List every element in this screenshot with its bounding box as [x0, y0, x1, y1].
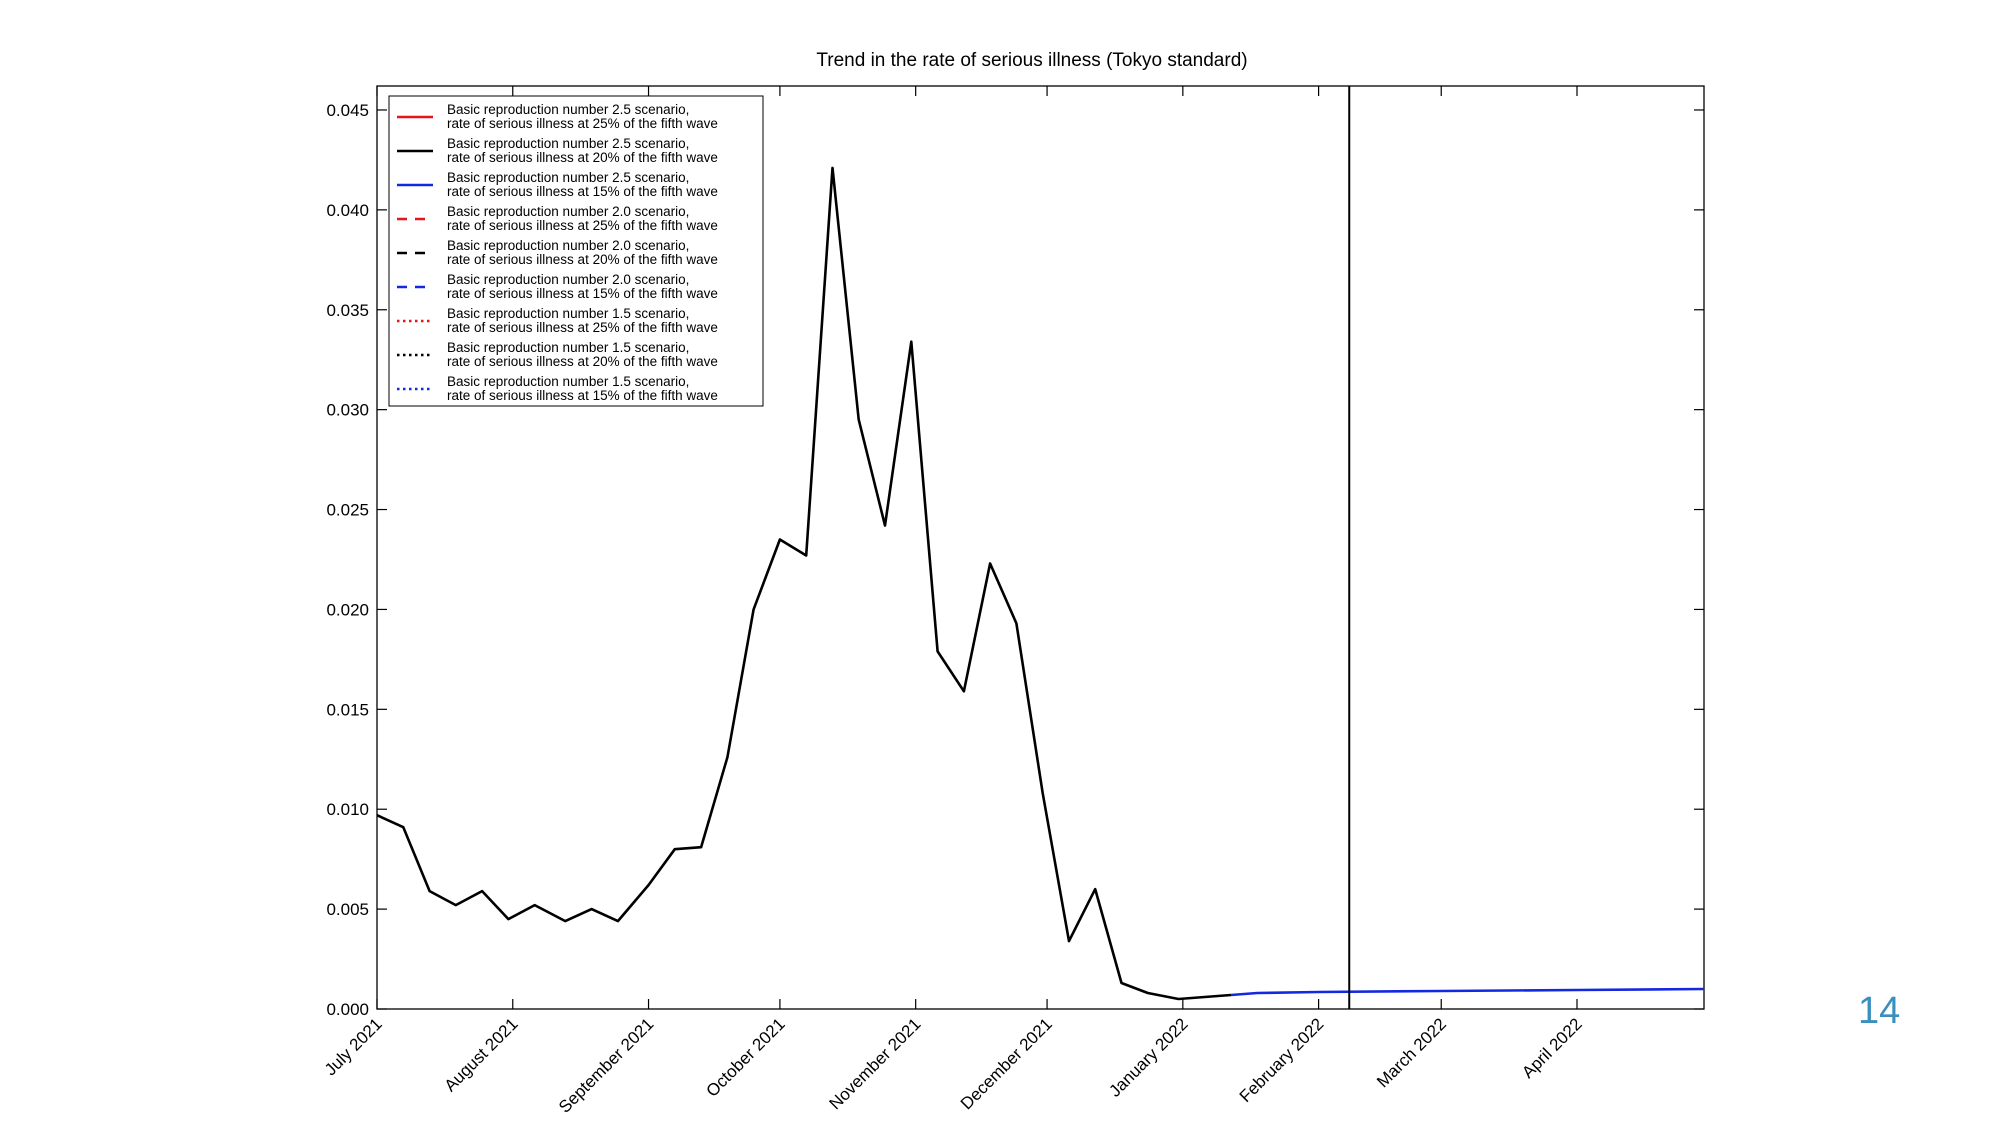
- chart-title: Trend in the rate of serious illness (To…: [816, 50, 1247, 71]
- legend-label: rate of serious illness at 25% of the fi…: [447, 116, 718, 131]
- plot-area-frame: [376, 85, 1705, 1010]
- y-axis: 0.000 0.005 0.010 0.015 0.020 0.025 0.030 0.035…: [326, 101, 1704, 1019]
- y-tick-label: 0.020: [326, 600, 369, 619]
- legend-label: Basic reproduction number 2.5 scenario,: [447, 136, 689, 151]
- x-tick-label: March 2022: [1373, 1014, 1450, 1091]
- legend-label: rate of serious illness at 15% of the fi…: [447, 184, 718, 199]
- y-tick-label: 0.015: [326, 700, 369, 719]
- page-number: 14: [1858, 990, 1901, 1032]
- y-tick-label: 0.005: [326, 900, 369, 919]
- x-tick-label: September 2021: [555, 1014, 657, 1116]
- y-tick-label: 0.025: [326, 501, 369, 520]
- legend-box: [388, 95, 764, 407]
- legend-label: Basic reproduction number 2.0 scenario,: [447, 272, 689, 287]
- series-line-1: [1230, 987, 1705, 997]
- y-tick-label: 0.045: [326, 101, 369, 120]
- legend-label: rate of serious illness at 20% of the fi…: [447, 354, 718, 369]
- legend-label: rate of serious illness at 15% of the fi…: [447, 388, 718, 403]
- x-tick-label: July 2021: [321, 1014, 386, 1079]
- legend-label: rate of serious illness at 20% of the fi…: [447, 150, 718, 165]
- y-tick-label: 0.030: [326, 401, 369, 420]
- legend: Basic reproduction number 2.5 scenario,r…: [388, 95, 764, 407]
- x-tick-label: November 2021: [826, 1014, 925, 1113]
- x-tick-label: August 2021: [441, 1014, 522, 1095]
- legend-label: Basic reproduction number 1.5 scenario,: [447, 340, 689, 355]
- legend-label: rate of serious illness at 25% of the fi…: [447, 320, 718, 335]
- legend-label: Basic reproduction number 2.0 scenario,: [447, 204, 689, 219]
- legend-label: Basic reproduction number 1.5 scenario,: [447, 374, 689, 389]
- y-tick-label: 0.040: [326, 201, 369, 220]
- legend-label: rate of serious illness at 25% of the fi…: [447, 218, 718, 233]
- x-tick-label: December 2021: [957, 1014, 1056, 1113]
- legend-label: rate of serious illness at 15% of the fi…: [447, 286, 718, 301]
- legend-label: Basic reproduction number 1.5 scenario,: [447, 306, 689, 321]
- y-tick-label: 0.035: [326, 301, 369, 320]
- legend-label: rate of serious illness at 20% of the fi…: [447, 252, 718, 267]
- series-layer: [376, 166, 1705, 1001]
- x-tick-label: April 2022: [1518, 1014, 1586, 1082]
- legend-label: Basic reproduction number 2.5 scenario,: [447, 102, 689, 117]
- legend-label: Basic reproduction number 2.5 scenario,: [447, 170, 689, 185]
- y-tick-label: 0.000: [326, 1000, 369, 1019]
- x-tick-label: October 2021: [702, 1014, 788, 1100]
- y-tick-label: 0.010: [326, 800, 369, 819]
- x-tick-label: January 2022: [1105, 1014, 1191, 1100]
- legend-label: Basic reproduction number 2.0 scenario,: [447, 238, 689, 253]
- x-tick-label: February 2022: [1236, 1014, 1328, 1106]
